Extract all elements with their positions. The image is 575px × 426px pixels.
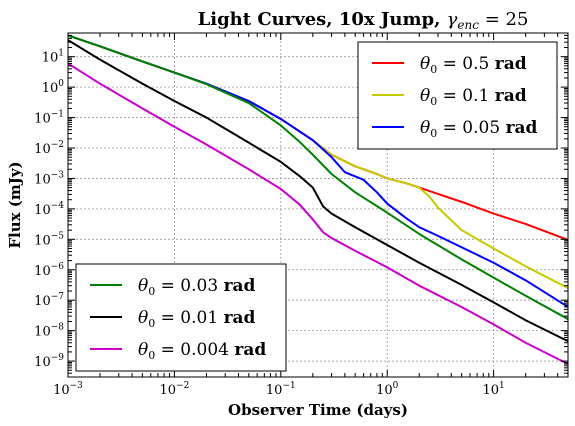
chart-title-math-tail: = 25 (479, 9, 528, 30)
y-tick-label: 10−4 (34, 201, 64, 218)
legend-label-series-2: θ0 = 0.05 rad (420, 118, 538, 140)
y-tick-labels: 101 100 10−1 10−2 10−3 10−4 10−5 10−6 10−7 10−8 10… (34, 49, 64, 370)
chart-title: Light Curves, 10x Jump, γenc = 25 (198, 9, 529, 32)
x-tick-label: 10−2 (159, 381, 189, 398)
x-tick-label: 10−3 (53, 381, 83, 398)
y-tick-label: 101 (42, 49, 64, 66)
y-tick-label: 10−2 (34, 140, 64, 157)
x-tick-labels: 10−3 10−2 10−1 100 101 (53, 381, 505, 398)
legend-upper: θ0 = 0.5 rad θ0 = 0.1 rad θ0 = 0.05 rad (357, 41, 558, 150)
y-tick-label: 100 (42, 79, 65, 96)
chart-title-text: Light Curves, 10x Jump, (198, 9, 447, 30)
x-tick-label: 10−1 (266, 381, 296, 398)
legend-label-series-5: θ0 = 0.004 rad (138, 340, 266, 362)
legend-label-series-3: θ0 = 0.03 rad (138, 276, 256, 298)
curve-series-4 (68, 39, 568, 343)
legend-label-series-0: θ0 = 0.5 rad (420, 54, 527, 76)
legend-label-series-1: θ0 = 0.1 rad (420, 86, 527, 108)
chart-title-math: γ (447, 9, 458, 30)
y-axis-label: Flux (mJy) (6, 161, 24, 248)
curve-series-3 (68, 34, 568, 321)
x-tick-label: 100 (376, 381, 399, 398)
y-tick-label: 10−6 (34, 262, 64, 279)
y-tick-label: 10−3 (34, 170, 64, 187)
data-curves (68, 34, 568, 366)
x-tick-label: 101 (482, 381, 504, 398)
curve-series-5 (68, 62, 568, 366)
y-tick-label: 10−7 (34, 292, 64, 309)
y-tick-label: 10−1 (34, 110, 64, 127)
legend-label-series-4: θ0 = 0.01 rad (138, 308, 256, 330)
y-tick-label: 10−5 (34, 231, 64, 248)
legend-lower: θ0 = 0.03 rad θ0 = 0.01 rad θ0 = 0.004 rad (75, 263, 287, 372)
y-tick-label: 10−8 (34, 323, 64, 340)
y-tick-label: 10−9 (34, 353, 64, 370)
x-axis-label: Observer Time (days) (228, 401, 408, 419)
chart-title-math-sub: enc (457, 18, 479, 32)
plot-frame (67, 32, 569, 378)
